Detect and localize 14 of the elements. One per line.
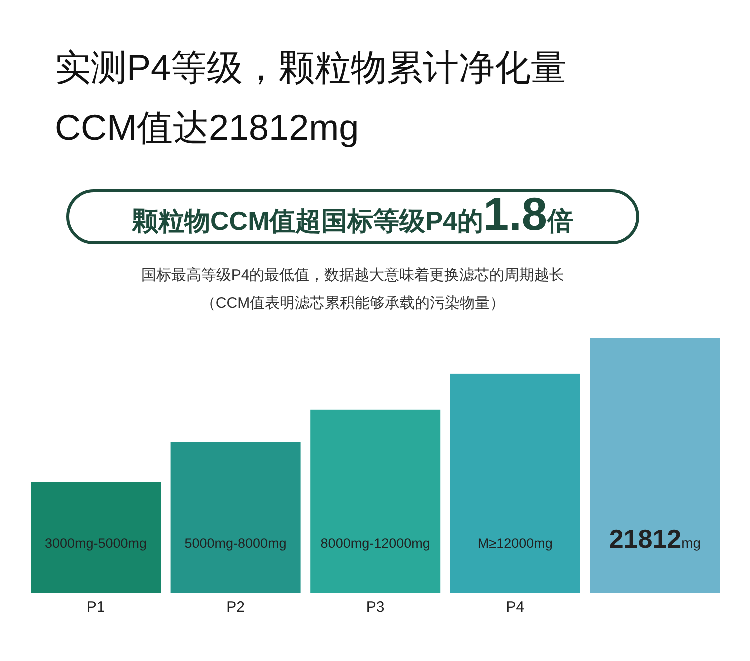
value-label: 3000mg-5000mg (44, 536, 148, 551)
title: 实测P4等级，颗粒物累计净化量 (55, 47, 568, 88)
x-tick: P1 (86, 599, 106, 616)
value-label: 8000mg-12000mg (320, 536, 430, 551)
x-tick: P4 (506, 599, 525, 616)
x-tick: P2 (226, 599, 245, 616)
subtitle: 颗粒物CCM值超国标等级P4的1.8倍 (132, 188, 574, 240)
value-label: 21812mg (609, 524, 702, 554)
annotation: （CCM值表明滤芯累积能够承载的污染物量） (200, 295, 506, 312)
value-label: 5000mg-8000mg (184, 536, 287, 551)
title: CCM值达21812mg (55, 107, 360, 148)
annotation: 国标最高等级P4的最低值，数据越大意味着更换滤芯的周期越长 (141, 267, 565, 284)
x-tick: P3 (366, 599, 385, 616)
value-label: M≥12000mg (478, 536, 553, 551)
